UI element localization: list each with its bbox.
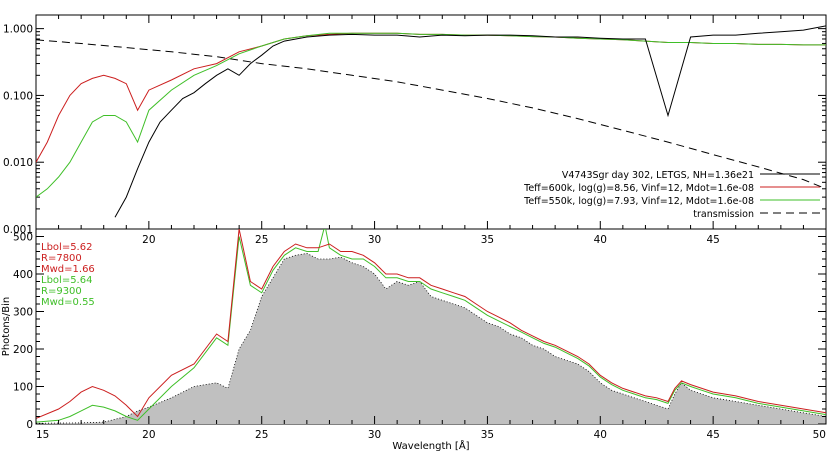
top-series-observed	[114, 25, 826, 218]
bottom-x-tick-label: 20	[142, 429, 155, 441]
top-y-tick-label: 1.000	[3, 24, 33, 36]
bottom-observed-area	[36, 253, 826, 424]
model-annotation: Lbol=5.62	[41, 242, 92, 253]
bottom-x-tick-label: 50	[813, 429, 826, 441]
bottom-y-tick-label: 400	[13, 269, 33, 281]
model-annotation: Lbol=5.64	[41, 275, 92, 286]
top-series-transmission	[36, 39, 826, 190]
legend-label: transmission	[693, 209, 754, 220]
bottom-y-tick-label: 500	[13, 232, 33, 244]
bottom-x-tick-label: 45	[706, 429, 719, 441]
top-series-600k	[36, 32, 826, 163]
bottom-x-tick-label: 25	[255, 429, 268, 441]
bottom-x-tick-label: 30	[368, 429, 381, 441]
bottom-series-550k	[36, 229, 826, 423]
bottom-x-tick-label: 15	[36, 429, 49, 441]
top-panel: 0.001 0.010 0.100 1.000 20 25 30 35 40 45 V4743Sgr…	[3, 14, 827, 246]
top-y-tick-label: 0.100	[3, 90, 33, 102]
bottom-series-600k	[36, 229, 826, 419]
top-x-tick-label: 30	[368, 234, 381, 246]
x-axis-label: Wavelength [Å]	[392, 439, 469, 452]
model-annotation: Mwd=1.66	[41, 264, 95, 275]
top-y-tick-label: 0.001	[3, 224, 33, 236]
top-x-tick-label: 20	[142, 234, 155, 246]
bottom-y-tick-label: 200	[13, 344, 33, 356]
bottom-x-tick-label: 40	[594, 429, 607, 441]
bottom-y-tick-label: 100	[13, 382, 33, 394]
top-x-tick-label: 45	[706, 234, 719, 246]
top-x-tick-label: 25	[255, 234, 268, 246]
model-annotation: R=7800	[41, 253, 82, 264]
top-series-550k	[36, 32, 826, 198]
legend-label: Teff=550k, log(g)=7.93, Vinf=12, Mdot=1.…	[523, 196, 754, 207]
top-y-tick-label: 0.010	[3, 157, 33, 169]
bottom-y-tick-label: 0	[26, 419, 33, 431]
top-x-tick-label: 35	[481, 234, 494, 246]
bottom-y-tick-label: 300	[13, 307, 33, 319]
model-annotation: Mwd=0.55	[41, 297, 95, 308]
bottom-x-tick-label: 35	[481, 429, 494, 441]
legend-label: V4743Sgr day 302, LETGS, NH=1.36e21	[562, 170, 754, 181]
model-annotation: R=9300	[41, 286, 82, 297]
top-x-tick-label: 40	[594, 234, 607, 246]
y-axis-label: Photons/Bin	[1, 297, 12, 356]
bottom-panel: 0 100 200 300 400 500 15 20 25 30 35 40 45 50 Waveleng…	[1, 228, 827, 452]
legend-label: Teff=600k, log(g)=8.56, Vinf=12, Mdot=1.…	[523, 183, 754, 194]
